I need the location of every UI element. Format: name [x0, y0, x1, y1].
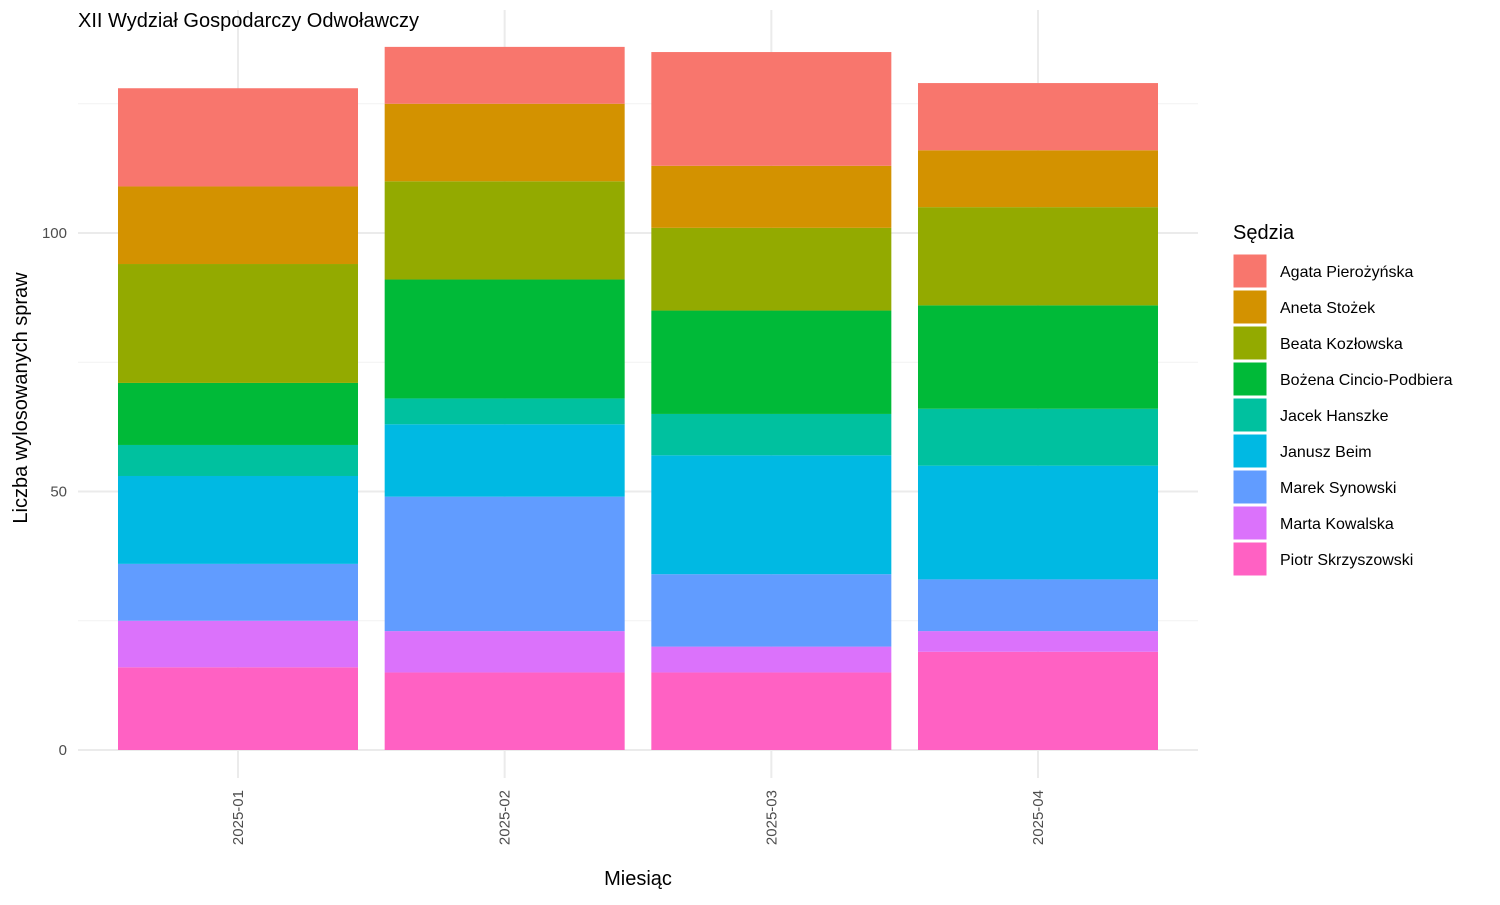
bar-segment: [651, 672, 892, 750]
bar-segment: [918, 83, 1158, 151]
bar-segment: [651, 310, 892, 414]
legend-label: Agata Pierożyńska: [1280, 264, 1414, 281]
x-tick-label: 2025-02: [497, 790, 514, 845]
bar-segment: [384, 672, 625, 750]
x-tick-label: 2025-04: [1030, 790, 1047, 845]
y-tick-label: 100: [42, 225, 67, 242]
legend-label: Marek Synowski: [1280, 480, 1396, 497]
bar-segment: [651, 227, 892, 311]
bar-segment: [384, 103, 625, 182]
legend-label: Jacek Hanszke: [1280, 408, 1389, 425]
bar-segment: [384, 631, 625, 673]
bar-segment: [118, 667, 358, 750]
bar-segment: [384, 181, 625, 280]
bar-segment: [918, 651, 1158, 750]
legend: Sędzia Agata Pierożyńska Aneta Stożek Beat…: [1232, 222, 1453, 577]
y-axis-title: Liczba wylosowanych spraw: [10, 272, 32, 524]
bar-segment: [651, 52, 892, 166]
legend-label: Piotr Skrzyszowski: [1280, 552, 1413, 569]
bar-segment: [651, 574, 892, 647]
bar-segment: [651, 646, 892, 673]
legend-label: Bożena Cincio-Podbiera: [1280, 372, 1453, 389]
bars-layer: [118, 46, 1158, 750]
legend-label: Marta Kowalska: [1280, 516, 1394, 533]
legend-key: [1232, 433, 1268, 469]
legend-key: [1232, 253, 1268, 289]
bar-segment: [651, 165, 892, 228]
x-tick-label: 2025-01: [230, 790, 247, 845]
bar-segment: [918, 150, 1158, 208]
bar-segment: [918, 579, 1158, 632]
legend-label: Aneta Stożek: [1280, 300, 1376, 317]
bar-segment: [384, 424, 625, 497]
bar-segment: [384, 496, 625, 632]
bar-segment: [918, 465, 1158, 580]
bar-segment: [651, 413, 892, 456]
chart-title: XII Wydział Gospodarczy Odwoławczy: [78, 10, 419, 32]
legend-title: Sędzia: [1233, 222, 1295, 244]
legend-label: Beata Kozłowska: [1280, 336, 1403, 353]
legend-key: [1232, 361, 1268, 397]
bar-segment: [118, 620, 358, 668]
bar-segment: [651, 455, 892, 575]
x-axis-title: Miesiąc: [604, 868, 672, 890]
legend-label: Janusz Beim: [1280, 444, 1372, 461]
bar-segment: [384, 279, 625, 399]
bar-segment: [118, 186, 358, 265]
axis-layer: 0 50 100 2025-01 2025-02 2025-03 2025-04: [42, 225, 1047, 845]
bar-segment: [118, 444, 358, 476]
bar-segment: [918, 305, 1158, 409]
bar-segment: [918, 631, 1158, 652]
bar-segment: [384, 46, 625, 104]
bar-segment: [918, 408, 1158, 466]
bar-segment: [118, 88, 358, 187]
bar-segment: [118, 264, 358, 383]
legend-key: [1232, 289, 1268, 325]
bar-segment: [118, 563, 358, 621]
legend-key: [1232, 397, 1268, 433]
legend-key: [1232, 469, 1268, 505]
bar-segment: [918, 207, 1158, 306]
x-tick-label: 2025-03: [763, 790, 780, 845]
bar-segment: [384, 398, 625, 425]
legend-key: [1232, 325, 1268, 361]
bar-segment: [118, 475, 358, 564]
y-tick-label: 50: [50, 484, 67, 501]
legend-key: [1232, 505, 1268, 541]
y-tick-label: 0: [59, 742, 67, 759]
bar-segment: [118, 382, 358, 445]
legend-key: [1232, 541, 1268, 577]
